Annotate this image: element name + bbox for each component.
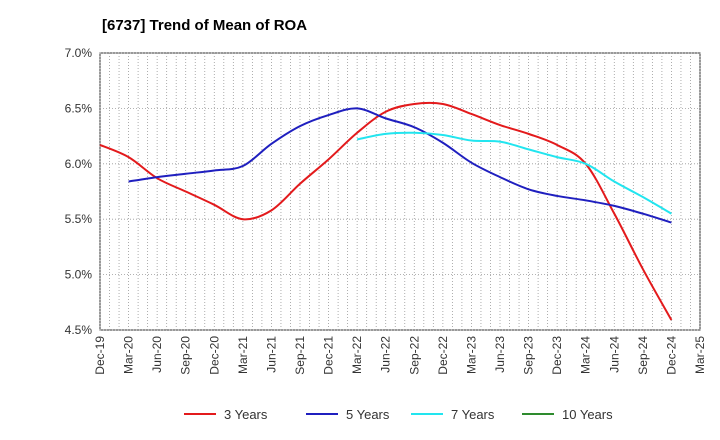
- legend-label-3-years: 3 Years: [224, 407, 268, 422]
- x-tick-label: Sep-20: [179, 336, 193, 375]
- x-tick-label: Sep-22: [407, 336, 421, 375]
- x-tick-label: Jun-23: [493, 336, 507, 373]
- x-tick-label: Dec-20: [207, 336, 221, 375]
- x-tick-label: Jun-24: [607, 336, 621, 373]
- y-tick-label: 5.0%: [65, 268, 93, 282]
- y-tick-label: 5.5%: [65, 212, 93, 226]
- x-axis-ticks: Dec-19 Mar-20 Jun-20 Sep-20 Dec-20 Mar-21 Jun-…: [93, 336, 707, 375]
- x-tick-label: Jun-21: [264, 336, 278, 373]
- series-line-5-years: [128, 107, 672, 224]
- legend-label-10-years: 10 Years: [562, 407, 613, 422]
- chart-title: [6737] Trend of Mean of ROA: [102, 17, 307, 34]
- x-tick-label: Dec-23: [550, 336, 564, 375]
- x-tick-label: Mar-22: [350, 336, 364, 374]
- x-tick-label: Dec-21: [322, 336, 336, 375]
- x-tick-label: Mar-24: [579, 336, 593, 374]
- grid: [99, 52, 701, 331]
- plot-area: [99, 52, 701, 331]
- y-tick-label: 6.5%: [65, 101, 93, 115]
- series-lines: [99, 101, 673, 321]
- y-tick-label: 7.0%: [65, 46, 93, 60]
- series-line-7-years: [356, 131, 672, 215]
- series-line-3-years: [99, 101, 673, 321]
- y-tick-label: 6.0%: [65, 157, 93, 171]
- x-tick-label: Mar-23: [464, 336, 478, 374]
- x-tick-label: Dec-24: [664, 336, 678, 375]
- x-tick-label: Jun-22: [379, 336, 393, 373]
- x-tick-label: Dec-19: [93, 336, 107, 375]
- x-tick-label: Dec-22: [436, 336, 450, 375]
- x-tick-label: Mar-20: [122, 336, 136, 374]
- legend: 3 Years 5 Years 7 Years 10 Years: [184, 407, 613, 422]
- x-tick-label: Sep-21: [293, 336, 307, 375]
- x-tick-label: Sep-23: [522, 336, 536, 375]
- x-tick-label: Jun-20: [150, 336, 164, 373]
- legend-label-5-years: 5 Years: [346, 407, 390, 422]
- x-tick-label: Mar-25: [693, 336, 707, 374]
- y-tick-label: 4.5%: [65, 323, 93, 337]
- x-tick-label: Sep-24: [636, 336, 650, 375]
- legend-label-7-years: 7 Years: [451, 407, 495, 422]
- x-tick-label: Mar-21: [236, 336, 250, 374]
- y-axis-ticks: 7.0% 6.5% 6.0% 5.5% 5.0% 4.5%: [65, 46, 93, 337]
